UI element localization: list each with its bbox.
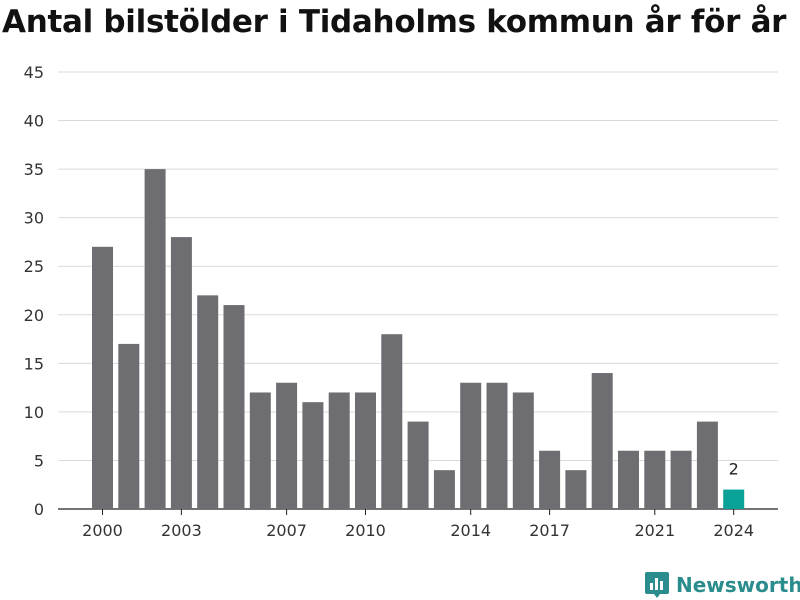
bar-2001 [118,343,140,509]
y-tick-label: 15 [24,354,44,373]
y-tick-label: 35 [24,160,44,179]
y-tick-label: 40 [24,112,44,131]
x-tick-label: 2000 [82,521,123,540]
bar-2023 [696,421,718,509]
bar-2004 [197,295,219,509]
bars [92,169,745,510]
x-tick-label: 2021 [634,521,675,540]
x-tick-label: 2024 [713,521,754,540]
x-tick-label: 2010 [345,521,386,540]
bar-2008 [302,402,324,509]
bar-2000 [92,246,113,510]
brand: Newsworthy [644,570,800,600]
bar-2005 [223,305,245,509]
y-tick-label: 45 [24,63,44,82]
x-tick-label: 2014 [450,521,491,540]
bar-2019 [591,373,613,509]
x-axis-ticks: 2000 2003 2007 2010 2014 2017 2021 2024 [82,509,754,540]
bar-2013 [433,470,455,509]
bar-2006 [249,392,271,509]
x-tick-label: 2003 [161,521,202,540]
newsworthy-logo-icon [645,572,669,598]
data-label-2024: 2 [729,460,739,479]
bar-2014 [460,382,482,509]
y-axis-ticks: 0 5 10 15 20 25 30 35 40 45 [24,63,44,519]
y-tick-label: 5 [34,451,44,470]
bar-2003 [170,237,192,510]
bar-2020 [618,450,639,509]
bar-2010 [355,392,376,509]
y-tick-label: 30 [24,209,44,228]
bar-2016 [512,392,534,509]
bar-2007 [276,382,298,509]
brand-name: Newsworthy [676,573,800,597]
y-tick-label: 20 [24,306,44,325]
y-tick-label: 10 [24,403,44,422]
data-labels: 2 [729,460,739,479]
y-tick-label: 25 [24,257,44,276]
bar-2018 [565,470,587,509]
bar-2009 [328,392,350,509]
bar-2022 [670,450,692,509]
bar-2021 [644,450,666,509]
bar-2011 [381,334,403,509]
x-tick-label: 2007 [266,521,307,540]
chart-title: Antal bilstölder i Tidaholms kommun år f… [2,4,787,40]
bar-2012 [407,421,429,509]
y-tick-label: 0 [34,500,44,519]
bar-2017 [539,450,561,509]
bar-2015 [486,382,508,509]
x-tick-label: 2017 [529,521,570,540]
bar-2024 [723,489,745,509]
bar-2002 [144,169,166,509]
